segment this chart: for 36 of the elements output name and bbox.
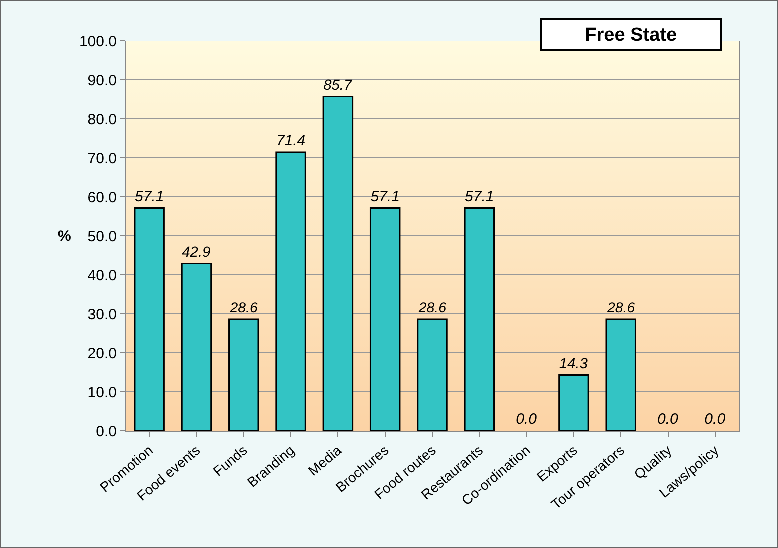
bar bbox=[181, 262, 212, 431]
y-tick-label: 60.0 bbox=[88, 189, 117, 206]
y-tick-label: 50.0 bbox=[88, 228, 117, 246]
y-tick-label: 10.0 bbox=[88, 384, 117, 402]
y-tick-label: 0.0 bbox=[96, 423, 117, 440]
bar bbox=[276, 152, 306, 431]
bar bbox=[417, 318, 448, 431]
bar bbox=[228, 318, 260, 431]
data-label: 57.1 bbox=[134, 188, 164, 206]
y-tick-label: 90.0 bbox=[88, 72, 117, 90]
data-label: 0.0 bbox=[658, 411, 680, 428]
data-label: 85.7 bbox=[324, 78, 353, 94]
bar bbox=[606, 318, 636, 431]
bar bbox=[370, 208, 401, 431]
y-tick-label: 40.0 bbox=[88, 267, 117, 284]
data-label: 0.0 bbox=[516, 411, 538, 428]
data-label: 71.4 bbox=[276, 132, 306, 150]
data-label: 28.6 bbox=[229, 300, 258, 317]
y-tick-label: 20.0 bbox=[88, 345, 117, 362]
chart-title: Free State bbox=[585, 24, 678, 46]
y-tick-label: 100.0 bbox=[79, 33, 117, 50]
data-label: 57.1 bbox=[370, 188, 400, 206]
y-tick-label: 30.0 bbox=[88, 306, 117, 324]
data-label: 57.1 bbox=[465, 188, 494, 206]
bar bbox=[134, 208, 165, 431]
data-label: 42.9 bbox=[182, 244, 211, 261]
data-label: 14.3 bbox=[559, 356, 589, 372]
y-axis-title: % bbox=[58, 228, 72, 245]
data-label: 28.6 bbox=[606, 300, 636, 317]
data-label: 28.6 bbox=[418, 300, 447, 317]
y-tick-label: 70.0 bbox=[88, 150, 117, 168]
bar bbox=[322, 96, 354, 431]
data-label: 0.0 bbox=[704, 411, 726, 428]
bar bbox=[558, 374, 590, 431]
bar bbox=[464, 208, 496, 431]
y-tick-label: 80.0 bbox=[88, 111, 117, 128]
